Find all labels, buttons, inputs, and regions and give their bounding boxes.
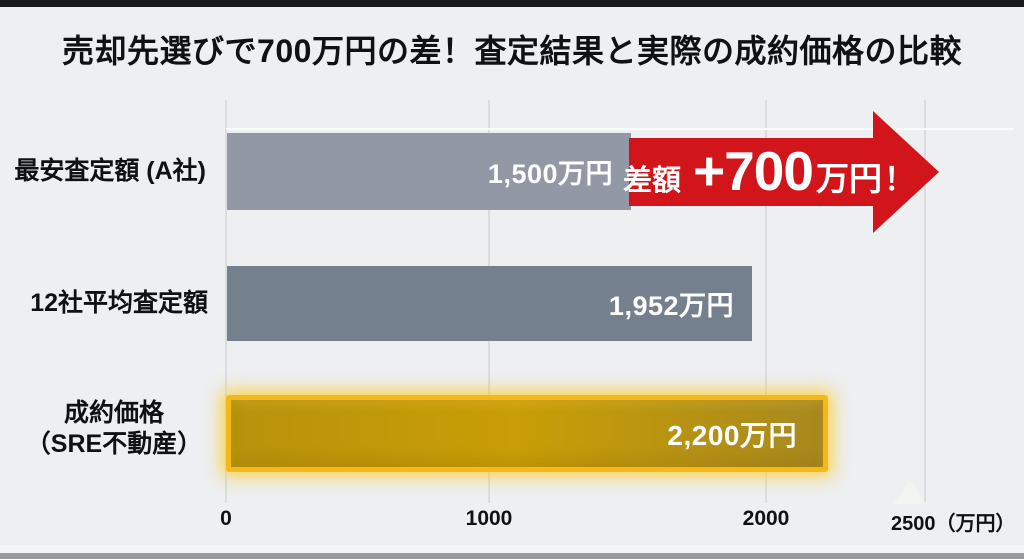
bar-average-appraisal: 1,952万円 — [227, 266, 752, 341]
difference-amount: +700 — [693, 140, 814, 202]
x-tick-label-0: 0 — [220, 507, 232, 530]
difference-suffix: 万円 — [815, 160, 882, 197]
watermark-triangle-icon — [893, 481, 927, 504]
difference-arrow: 差額 +700 万円 ！ — [623, 111, 939, 233]
screen-bottom-edge — [0, 553, 1024, 559]
arrow-right-icon — [629, 111, 939, 233]
difference-prefix: 差額 — [623, 165, 682, 197]
x-tick-label-1000: 1000 — [465, 507, 513, 530]
screen-edge-top — [0, 0, 1024, 7]
bar-value-lowest-appraisal: 1,500万円 — [487, 159, 613, 189]
difference-exclaim: ！ — [883, 162, 915, 197]
screen-bottom-band — [0, 545, 1024, 553]
category-label-lowest-appraisal: 最安査定額 (A社) — [14, 157, 206, 185]
bar-value-contract-price: 2,200万円 — [667, 419, 797, 451]
x-tick-label-2500-unit: 2500（万円） — [891, 513, 1016, 535]
category-label-average-appraisal: 12社平均査定額 — [30, 289, 208, 317]
chart-title: 売却先選びで700万円の差！査定結果と実際の成約価格の比較 — [62, 33, 962, 69]
bar-contract-price: 2,200万円 — [226, 395, 828, 472]
gridline-2000 — [765, 100, 767, 503]
category-label-contract-price-line1: 成約価格 — [63, 399, 164, 427]
plot-top-line — [226, 128, 1014, 130]
gridline-2500 — [924, 100, 926, 503]
difference-annotation: 差額 +700 万円 ！ — [623, 138, 915, 206]
bar-lowest-appraisal: 1,500万円 — [227, 133, 631, 210]
bar-value-average-appraisal: 1,952万円 — [608, 291, 734, 321]
category-label-contract-price: 成約価格 （SRE不動産） — [14, 398, 214, 460]
x-tick-label-2000: 2000 — [742, 507, 790, 530]
gridline-0 — [225, 100, 227, 503]
category-label-contract-price-line2: （SRE不動産） — [25, 430, 203, 458]
bar-contract-price-fill: 2,200万円 — [231, 400, 823, 467]
